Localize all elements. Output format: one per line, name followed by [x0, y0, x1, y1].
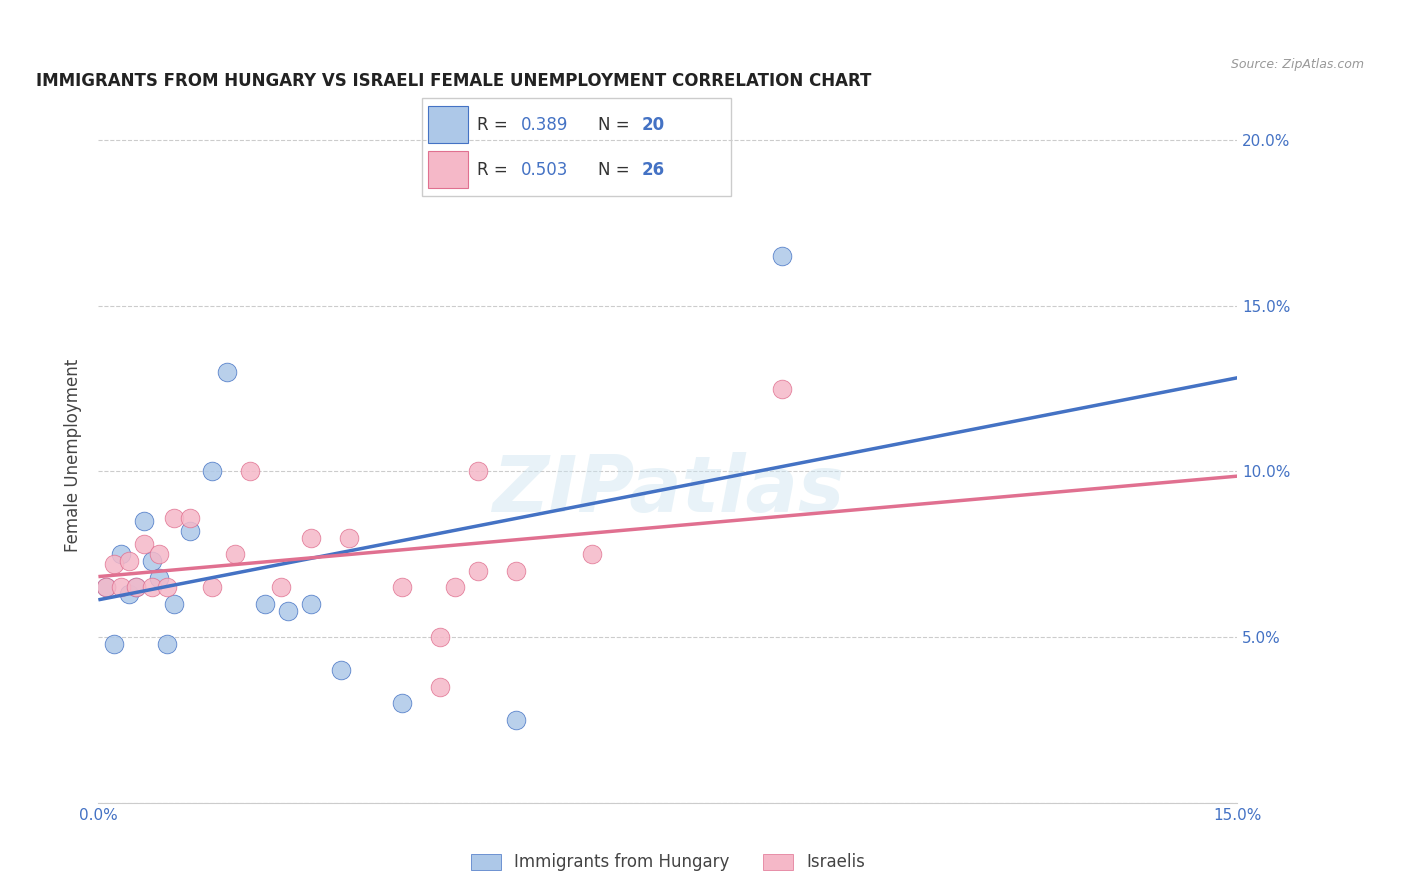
Bar — [427, 151, 468, 188]
Point — [156, 637, 179, 651]
Bar — [427, 106, 468, 144]
Point — [391, 581, 413, 595]
Point — [201, 581, 224, 595]
Point — [224, 547, 246, 561]
Point — [239, 465, 262, 479]
Point — [110, 547, 132, 561]
Point — [132, 537, 155, 551]
Text: N =: N = — [598, 116, 636, 134]
Point — [156, 581, 179, 595]
Point — [141, 581, 163, 595]
Point — [118, 554, 141, 568]
Point — [277, 604, 299, 618]
Point — [179, 524, 201, 538]
Point — [444, 581, 467, 595]
Point — [254, 597, 277, 611]
Point — [330, 663, 353, 677]
Point — [467, 564, 489, 578]
Text: IMMIGRANTS FROM HUNGARY VS ISRAELI FEMALE UNEMPLOYMENT CORRELATION CHART: IMMIGRANTS FROM HUNGARY VS ISRAELI FEMAL… — [35, 72, 872, 90]
Point — [179, 511, 201, 525]
Text: 20: 20 — [641, 116, 665, 134]
Point — [429, 630, 451, 644]
Point — [581, 547, 603, 561]
Point — [141, 554, 163, 568]
Text: R =: R = — [478, 116, 513, 134]
Point — [163, 597, 186, 611]
Point — [770, 382, 793, 396]
Point — [505, 564, 527, 578]
Text: 26: 26 — [641, 161, 665, 178]
Legend: Immigrants from Hungary, Israelis: Immigrants from Hungary, Israelis — [464, 847, 872, 878]
Point — [148, 570, 170, 584]
Point — [110, 581, 132, 595]
Point — [217, 365, 239, 379]
Point — [103, 637, 125, 651]
Point — [505, 713, 527, 727]
Point — [125, 581, 148, 595]
Point — [163, 511, 186, 525]
Point — [201, 465, 224, 479]
Point — [337, 531, 360, 545]
Text: N =: N = — [598, 161, 636, 178]
Point — [125, 581, 148, 595]
Point — [118, 587, 141, 601]
Text: Source: ZipAtlas.com: Source: ZipAtlas.com — [1230, 58, 1364, 71]
Point — [467, 465, 489, 479]
Text: 0.503: 0.503 — [520, 161, 568, 178]
Text: ZIPatlas: ZIPatlas — [492, 451, 844, 528]
Point — [770, 249, 793, 263]
Point — [94, 581, 117, 595]
Point — [94, 581, 117, 595]
Point — [148, 547, 170, 561]
Point — [103, 558, 125, 572]
Text: R =: R = — [478, 161, 513, 178]
Text: 0.389: 0.389 — [520, 116, 568, 134]
Point — [270, 581, 292, 595]
Y-axis label: Female Unemployment: Female Unemployment — [65, 359, 83, 551]
Point — [391, 697, 413, 711]
Point — [299, 531, 322, 545]
Point — [429, 680, 451, 694]
Point — [132, 514, 155, 528]
Point — [299, 597, 322, 611]
